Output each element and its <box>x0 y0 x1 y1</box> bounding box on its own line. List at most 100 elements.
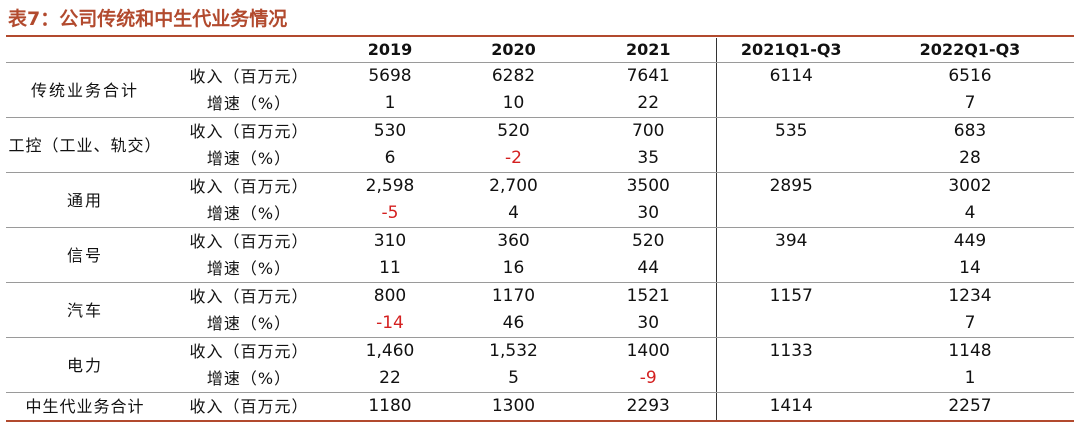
cell <box>715 310 866 338</box>
cell: 360 <box>497 231 530 251</box>
cell: 6 <box>334 145 446 173</box>
category-label: 传统业务合计 <box>6 62 164 118</box>
metric-label: 收入（百万元） <box>189 232 309 251</box>
cell: 44 <box>581 255 716 283</box>
metric-label: 增速（%） <box>164 365 334 393</box>
cell: 6114 <box>715 62 866 90</box>
category-label: 电力 <box>6 337 164 393</box>
cell: 1521 <box>626 286 670 306</box>
cell: 5698 <box>368 66 412 86</box>
cell: 4 <box>866 200 1074 228</box>
table-row: 通用 收入（百万元） 2,598 2,700 3500 2895 3002 <box>6 172 1074 228</box>
column-header: 2019 <box>334 38 446 63</box>
category-label: 信号 <box>6 227 164 283</box>
cell: 683 <box>953 121 987 141</box>
cell: 1157 <box>715 282 866 310</box>
header-blank <box>164 38 334 63</box>
cell: 520 <box>632 231 665 251</box>
cell: 310 <box>373 231 407 251</box>
cell: 1234 <box>948 286 992 306</box>
cell: 7 <box>866 310 1074 338</box>
column-header: 2022Q1-Q3 <box>866 38 1074 63</box>
table-row: 工控（工业、轨交） 收入（百万元） 530 520 700 535 683 <box>6 117 1074 173</box>
cell <box>715 365 866 393</box>
cell: 520 <box>497 121 530 141</box>
cell <box>715 90 866 118</box>
cell: 2,598 <box>365 176 415 196</box>
table-row: 增速（%） 6 -2 35 28 <box>6 145 1074 173</box>
table-row: 增速（%） 1 10 22 7 <box>6 90 1074 118</box>
cell: 46 <box>446 310 581 338</box>
cell: 7 <box>866 90 1074 118</box>
cell: 1300 <box>446 392 581 422</box>
cell: 535 <box>715 117 866 145</box>
cell: 2,700 <box>489 176 538 196</box>
column-header: 2021Q1-Q3 <box>715 38 866 63</box>
cell: 5 <box>446 365 581 393</box>
cell: 14 <box>866 255 1074 283</box>
cell: 11 <box>334 255 446 283</box>
cell: -2 <box>446 145 581 173</box>
column-header: 2020 <box>446 38 581 63</box>
column-header: 2021 <box>581 38 716 63</box>
table-row: 信号 收入（百万元） 310 360 520 394 449 <box>6 227 1074 283</box>
table-row: 增速（%） 11 16 44 14 <box>6 255 1074 283</box>
header-blank <box>6 38 164 63</box>
metric-label: 收入（百万元） <box>189 177 309 196</box>
cell: 530 <box>373 121 407 141</box>
metric-label: 增速（%） <box>164 200 334 228</box>
cell: 449 <box>953 231 987 251</box>
cell: 28 <box>866 145 1074 173</box>
table-row: 增速（%） -5 4 30 4 <box>6 200 1074 228</box>
cell: -5 <box>334 200 446 228</box>
business-table: 2019 2020 2021 2021Q1-Q3 2022Q1-Q3 传统业务合… <box>6 38 1074 422</box>
table-row: 增速（%） -14 46 30 7 <box>6 310 1074 338</box>
cell: -14 <box>334 310 446 338</box>
cell: 1133 <box>715 337 866 365</box>
cell: 1,460 <box>365 341 415 361</box>
category-label: 通用 <box>6 172 164 228</box>
cell: 22 <box>581 90 716 118</box>
metric-label: 增速（%） <box>164 90 334 118</box>
metric-label: 增速（%） <box>164 255 334 283</box>
table-row: 增速（%） 22 5 -9 1 <box>6 365 1074 393</box>
metric-label: 收入（百万元） <box>164 392 334 422</box>
cell: 3500 <box>626 176 670 196</box>
cell: 30 <box>581 310 716 338</box>
cell: 394 <box>715 227 866 255</box>
category-label: 中生代业务合计 <box>6 392 164 422</box>
cell: 700 <box>632 121 665 141</box>
cell: 7641 <box>626 66 670 86</box>
cell: 1148 <box>948 341 992 361</box>
cell: 10 <box>446 90 581 118</box>
cell: -9 <box>581 365 716 393</box>
cell: 35 <box>581 145 716 173</box>
table-title: 表7：公司传统和中生代业务情况 <box>8 8 288 30</box>
metric-label: 收入（百万元） <box>189 67 309 86</box>
cell <box>715 145 866 173</box>
cell: 1170 <box>491 286 536 306</box>
header-row: 2019 2020 2021 2021Q1-Q3 2022Q1-Q3 <box>6 38 1074 63</box>
table-row: 中生代业务合计 收入（百万元） 1180 1300 2293 1414 2257 <box>6 392 1074 422</box>
cell: 6516 <box>948 66 992 86</box>
cell: 1 <box>334 90 446 118</box>
cell: 1 <box>866 365 1074 393</box>
table-row: 电力 收入（百万元） 1,460 1,532 1400 1133 1148 <box>6 337 1074 393</box>
cell: 30 <box>581 200 716 228</box>
cell: 2293 <box>581 392 716 422</box>
cell: 1180 <box>334 392 446 422</box>
cell <box>715 200 866 228</box>
metric-label: 收入（百万元） <box>189 287 309 306</box>
cell: 3002 <box>948 176 992 196</box>
cell: 22 <box>334 365 446 393</box>
cell: 16 <box>446 255 581 283</box>
cell: 800 <box>373 286 407 306</box>
title-rule <box>6 35 1074 37</box>
cell <box>715 255 866 283</box>
cell: 2257 <box>866 392 1074 422</box>
metric-label: 增速（%） <box>164 310 334 338</box>
cell: 2895 <box>715 172 866 200</box>
category-label: 汽车 <box>6 282 164 338</box>
table-row: 传统业务合计 收入（百万元） 5698 6282 7641 6114 6516 <box>6 62 1074 118</box>
cell: 1400 <box>626 341 670 361</box>
